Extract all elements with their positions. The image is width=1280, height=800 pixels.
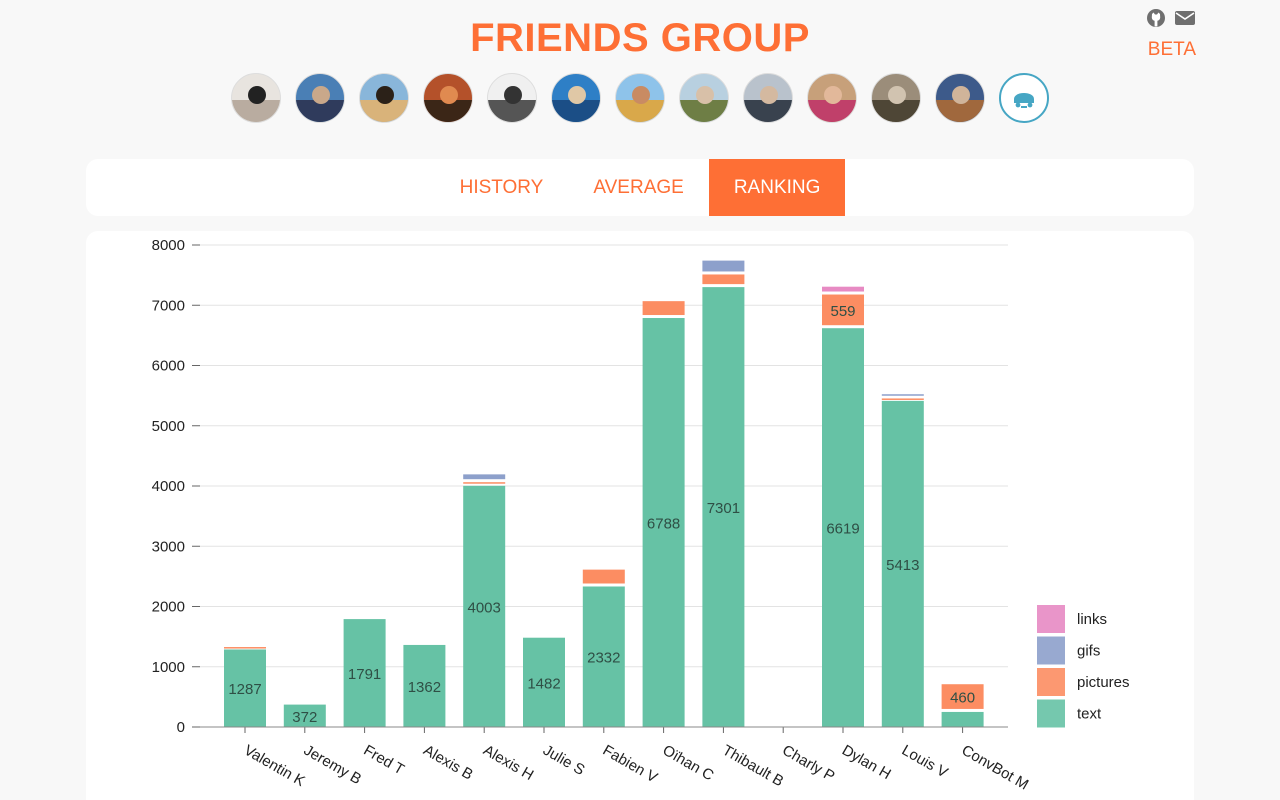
bar-pictures-valentin-k[interactable] bbox=[224, 647, 266, 649]
bar-value-label: 2332 bbox=[587, 650, 620, 667]
bar-gifs-alexis-h[interactable] bbox=[463, 474, 506, 480]
envelope-icon[interactable] bbox=[1174, 8, 1196, 33]
bar-text-julie-s[interactable] bbox=[523, 637, 565, 727]
bar-value-label: 1287 bbox=[228, 681, 261, 698]
avatar-fabien-v[interactable] bbox=[615, 73, 665, 123]
bar-text-alexis-b[interactable] bbox=[403, 644, 446, 727]
bar-text-convbot-m[interactable] bbox=[941, 711, 984, 727]
legend-label-pictures[interactable]: pictures bbox=[1077, 674, 1130, 691]
avatar-julie-s[interactable] bbox=[551, 73, 601, 123]
x-tick-label: Fred T bbox=[361, 742, 408, 779]
bar-value-label: 372 bbox=[292, 709, 317, 726]
y-tick-label: 0 bbox=[177, 719, 185, 736]
x-tick-label: ConvBot M bbox=[959, 742, 1032, 794]
avatar-charly-p[interactable] bbox=[807, 73, 857, 123]
bar-pictures-thibault-b[interactable] bbox=[702, 274, 745, 285]
legend-swatch-pictures[interactable] bbox=[1037, 668, 1065, 696]
x-tick-label: Dylan H bbox=[839, 742, 894, 783]
bar-value-label: 6788 bbox=[647, 516, 680, 533]
y-tick-label: 5000 bbox=[152, 418, 185, 435]
avatar-louis-v[interactable] bbox=[935, 73, 985, 123]
x-tick-label: Fabien V bbox=[600, 742, 661, 787]
tab-history[interactable]: HISTORY bbox=[459, 177, 544, 198]
x-tick-label: Alexis B bbox=[420, 742, 475, 784]
x-tick-label: Louis V bbox=[899, 742, 951, 782]
bar-text-alexis-h[interactable] bbox=[463, 485, 506, 727]
legend-swatch-text[interactable] bbox=[1037, 699, 1065, 728]
ranking-chart: 1287 372 1791 1362 4003 1482 2332 6788 7301 6619 5… bbox=[152, 237, 1130, 794]
y-tick-label: 1000 bbox=[152, 659, 185, 676]
bar-links-dylan-h[interactable] bbox=[822, 286, 864, 292]
bar-text-valentin-k[interactable] bbox=[224, 649, 266, 727]
x-tick-label: Jeremy B bbox=[301, 742, 364, 788]
bar-value-label: 7301 bbox=[707, 500, 740, 517]
y-tick-label: 3000 bbox=[152, 538, 185, 555]
y-tick-label: 7000 bbox=[152, 297, 185, 314]
member-avatars bbox=[0, 73, 1280, 123]
legend-swatch-gifs[interactable] bbox=[1037, 636, 1065, 665]
tab-ranking[interactable]: RANKING bbox=[708, 159, 846, 216]
bar-value-label: 4003 bbox=[468, 599, 501, 616]
y-tick-label: 8000 bbox=[152, 237, 185, 254]
bar-value-label: 460 bbox=[950, 690, 975, 707]
x-tick-label: Thibault B bbox=[719, 742, 786, 790]
y-tick-label: 4000 bbox=[152, 478, 185, 495]
bar-value-label: 1362 bbox=[408, 679, 441, 696]
bar-gifs-louis-v[interactable] bbox=[881, 394, 924, 396]
y-tick-label: 2000 bbox=[152, 599, 185, 616]
bar-text-fred-t[interactable] bbox=[343, 619, 386, 727]
bar-pictures-convbot-m[interactable] bbox=[941, 684, 984, 709]
header-actions: BETA bbox=[1126, 8, 1196, 61]
avatar-jeremy-b[interactable] bbox=[295, 73, 345, 123]
x-tick-label: Charly P bbox=[779, 742, 837, 785]
avatar-dylan-h[interactable] bbox=[871, 73, 921, 123]
bar-text-o-han-c[interactable] bbox=[642, 318, 685, 727]
legend-swatch-links[interactable] bbox=[1037, 605, 1065, 633]
avatar-valentin-k[interactable] bbox=[231, 73, 281, 123]
y-tick-label: 6000 bbox=[152, 358, 185, 375]
avatar-alexis-h[interactable] bbox=[487, 73, 537, 123]
beta-badge: BETA bbox=[1147, 39, 1196, 60]
bar-value-label: 1482 bbox=[527, 675, 560, 692]
bar-text-fabien-v[interactable] bbox=[582, 586, 625, 727]
bar-value-label: 6619 bbox=[826, 521, 859, 538]
x-tick-label: Alexis H bbox=[480, 742, 536, 784]
legend-label-gifs[interactable]: gifs bbox=[1077, 643, 1100, 660]
bot-icon bbox=[1014, 93, 1034, 108]
bar-text-louis-v[interactable] bbox=[881, 400, 924, 727]
bar-pictures-louis-v[interactable] bbox=[881, 398, 924, 400]
x-tick-label: Valentin K bbox=[241, 742, 308, 790]
bar-pictures-alexis-h[interactable] bbox=[463, 482, 506, 484]
page-title: FRIENDS GROUP bbox=[470, 16, 810, 60]
avatar-o-han-c[interactable] bbox=[679, 73, 729, 123]
ranking-chart-card: 1287 372 1791 1362 4003 1482 2332 6788 7301 6619 5… bbox=[86, 231, 1194, 800]
view-tabs: HISTORY AVERAGE RANKING bbox=[86, 159, 1194, 216]
avatar-alexis-b[interactable] bbox=[423, 73, 473, 123]
x-tick-label: Oïhan C bbox=[660, 742, 717, 785]
github-icon[interactable] bbox=[1146, 8, 1166, 33]
bar-value-label: 559 bbox=[830, 303, 855, 320]
tab-average[interactable]: AVERAGE bbox=[593, 177, 684, 198]
avatar-fred-t[interactable] bbox=[359, 73, 409, 123]
x-tick-label: Julie S bbox=[540, 742, 587, 779]
bar-value-label: 1791 bbox=[348, 666, 381, 683]
legend-label-links[interactable]: links bbox=[1077, 611, 1107, 628]
bar-pictures-dylan-h[interactable] bbox=[822, 294, 864, 326]
bar-text-dylan-h[interactable] bbox=[822, 328, 864, 727]
legend-label-text[interactable]: text bbox=[1077, 706, 1102, 723]
bar-value-label: 5413 bbox=[886, 557, 919, 574]
bar-text-thibault-b[interactable] bbox=[702, 287, 745, 727]
bar-gifs-thibault-b[interactable] bbox=[702, 260, 745, 272]
bar-pictures-o-han-c[interactable] bbox=[642, 301, 685, 316]
bar-pictures-fabien-v[interactable] bbox=[582, 569, 625, 584]
avatar-convbot-m[interactable] bbox=[999, 73, 1049, 123]
avatar-thibault-b[interactable] bbox=[743, 73, 793, 123]
bar-text-jeremy-b[interactable] bbox=[283, 704, 326, 727]
